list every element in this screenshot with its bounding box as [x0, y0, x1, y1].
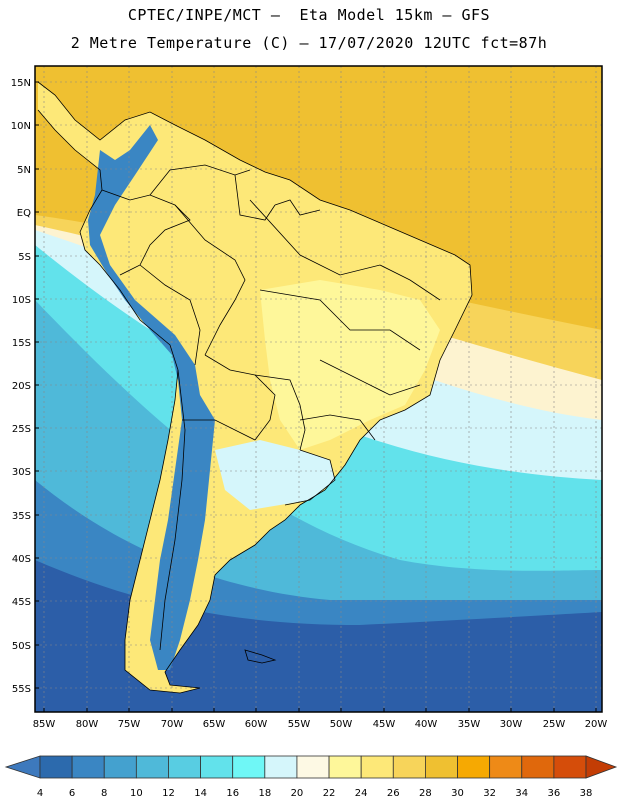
colorbar-tick-label: 4	[37, 788, 43, 799]
colorbar-box	[553, 755, 587, 779]
colorbar-box	[457, 755, 491, 779]
colorbar-left-arrow	[4, 755, 41, 779]
colorbar-tick-label: 24	[355, 788, 368, 799]
lat-label: 10S	[12, 295, 31, 306]
lon-label: 45W	[373, 719, 396, 730]
lat-label: 35S	[12, 511, 31, 522]
state-lines-north	[249, 199, 441, 301]
lon-label: 25W	[543, 719, 566, 730]
colorbar-box	[168, 755, 201, 779]
colorbar-box	[103, 755, 137, 779]
map-field	[35, 66, 602, 712]
lat-label: 20S	[12, 381, 31, 392]
colorbar-box	[489, 755, 523, 779]
lon-label: 65W	[203, 719, 226, 730]
border-bolivia-paraguay	[204, 354, 276, 441]
colorbar-box	[328, 755, 362, 779]
lat-label: 5N	[17, 165, 31, 176]
state-lines-south	[299, 414, 376, 441]
lat-label: 25S	[12, 424, 31, 435]
border-chile-argentina	[159, 369, 186, 651]
title-line-2: 2 Metre Temperature (C) – 17/07/2020 12U…	[70, 34, 548, 52]
colorbar-tick-label: 38	[580, 788, 593, 799]
lat-label: 5S	[18, 252, 31, 263]
colorbar-tick-label: 30	[451, 788, 464, 799]
colorbar-box	[425, 755, 458, 779]
colorbar-box	[71, 755, 105, 779]
lat-label: 40S	[12, 554, 31, 565]
colorbar-box	[360, 755, 394, 779]
lat-label: 45S	[12, 597, 31, 608]
colorbar-tick-label: 8	[101, 788, 107, 799]
map-frame	[34, 65, 603, 713]
colorbar-box	[39, 755, 73, 779]
colorbar-box	[135, 755, 169, 779]
border-peru-brazil	[174, 204, 246, 356]
colorbar-box	[232, 755, 266, 779]
border-uruguay	[284, 449, 336, 506]
lon-label: 60W	[245, 719, 268, 730]
lon-label: 20W	[585, 719, 608, 730]
brazil-highlands	[260, 280, 440, 450]
state-lines-central	[259, 289, 421, 351]
border-paraguay-brazil	[254, 374, 306, 451]
lon-label: 30W	[500, 719, 523, 730]
lon-label: 40W	[415, 719, 438, 730]
colorbar-tick-label: 12	[162, 788, 175, 799]
colorbar	[4, 755, 618, 779]
pampas-region	[215, 440, 335, 510]
colorbar-tick-label: 34	[515, 788, 528, 799]
colorbar-tick-label: 20	[291, 788, 304, 799]
colorbar-tick-label: 16	[226, 788, 239, 799]
colorbar-tick-label: 32	[483, 788, 496, 799]
country-borders	[37, 81, 473, 694]
falkland-islands	[244, 649, 277, 664]
colorbar-box	[521, 755, 555, 779]
lon-label: 75W	[118, 719, 141, 730]
colorbar-tick-label: 14	[194, 788, 207, 799]
lon-label: 35W	[458, 719, 481, 730]
lon-label: 70W	[161, 719, 184, 730]
lat-label: EQ	[17, 208, 31, 219]
border-guianas	[274, 199, 321, 216]
lat-label: 30S	[12, 467, 31, 478]
colorbar-tick-label: 26	[387, 788, 400, 799]
lon-label: 80W	[76, 719, 99, 730]
colorbar-right-arrow	[585, 755, 618, 779]
colorbar-box	[296, 755, 330, 779]
colorbar-tick-label: 10	[130, 788, 143, 799]
lat-label: 50S	[12, 641, 31, 652]
title-line-1: CPTEC/INPE/MCT – Eta Model 15km – GFS	[127, 6, 491, 24]
colorbar-tick-label: 6	[69, 788, 75, 799]
latitude-labels: 15N 10N 5N EQ 5S 10S 15S 20S 25S 30S 35S 40S 45S 50S 5…	[11, 78, 39, 695]
colorbar-box	[392, 755, 426, 779]
lat-label: 55S	[12, 684, 31, 695]
lat-label: 15S	[12, 338, 31, 349]
border-venezuela-brazil	[234, 174, 276, 221]
colorbar-tick-label: 28	[419, 788, 432, 799]
border-colombia-peru	[101, 189, 191, 276]
ocean-south-band	[35, 560, 602, 712]
state-lines-southeast	[319, 359, 421, 396]
coastline	[37, 81, 473, 694]
border-colombia-venezuela	[149, 164, 251, 196]
lat-label: 10N	[11, 121, 31, 132]
south-america-land	[38, 82, 472, 693]
lon-label: 85W	[33, 719, 56, 730]
colorbar-box	[200, 755, 234, 779]
lon-label: 55W	[288, 719, 311, 730]
colorbar-tick-label: 22	[323, 788, 336, 799]
andes-cordillera	[88, 125, 215, 670]
border-argentina-north	[182, 419, 256, 441]
colorbar-box	[264, 755, 298, 779]
longitude-labels: 85W 80W 75W 70W 65W 60W 55W 50W 45W 40W 35W 30W 25W 2…	[33, 708, 608, 730]
border-peru-bolivia	[139, 264, 201, 366]
lat-label: 15N	[11, 78, 31, 89]
lon-label: 50W	[330, 719, 353, 730]
colorbar-tick-label: 18	[258, 788, 271, 799]
colorbar-tick-label: 36	[548, 788, 561, 799]
colorbar-tick-labels: 4 6 8 10 12 14 16 18 20 22 24 26 28 30 32 34 36 38	[37, 788, 593, 799]
